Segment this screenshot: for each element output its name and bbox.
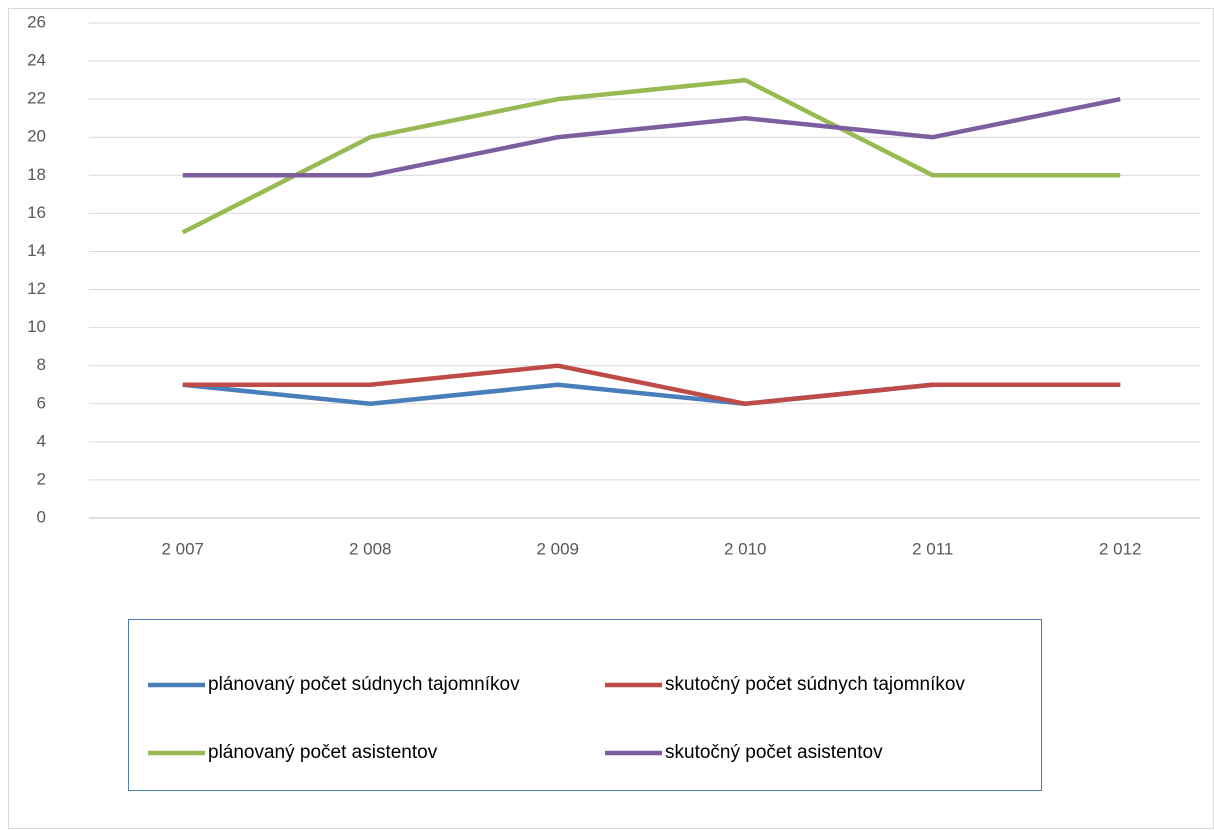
y-tick-label: 14	[27, 241, 46, 260]
series-line	[182, 363, 1121, 407]
y-tick-label: 2	[37, 469, 46, 488]
y-tick-label: 18	[27, 165, 46, 184]
x-tick-label: 2 008	[349, 539, 392, 558]
y-tick-label: 26	[27, 12, 46, 31]
y-tick-label: 6	[37, 393, 46, 412]
legend-label: skutočný počet asistentov	[665, 742, 883, 763]
y-tick-label: 12	[27, 279, 46, 298]
y-tick-label: 8	[37, 355, 46, 374]
x-tick-label: 2 011	[912, 539, 953, 558]
x-tick-label: 2 009	[536, 539, 579, 558]
legend-box	[128, 619, 1042, 791]
y-tick-label: 16	[27, 203, 46, 222]
x-tick-label: 2 010	[724, 539, 767, 558]
legend-label: plánovaný počet súdnych tajomníkov	[208, 674, 520, 695]
legend-label: skutočný počet súdnych tajomníkov	[665, 674, 965, 695]
series-line	[182, 96, 1121, 178]
x-tick-label: 2 012	[1099, 539, 1142, 558]
y-tick-label: 4	[37, 431, 46, 450]
y-tick-label: 24	[27, 51, 46, 70]
series-line	[181, 77, 1121, 235]
y-tick-label: 10	[27, 317, 46, 336]
legend-label: plánovaný počet asistentov	[208, 742, 438, 763]
x-tick-label: 2 007	[161, 539, 204, 558]
y-tick-label: 22	[27, 89, 46, 108]
y-tick-label: 20	[27, 127, 46, 146]
y-tick-label: 0	[37, 507, 46, 526]
